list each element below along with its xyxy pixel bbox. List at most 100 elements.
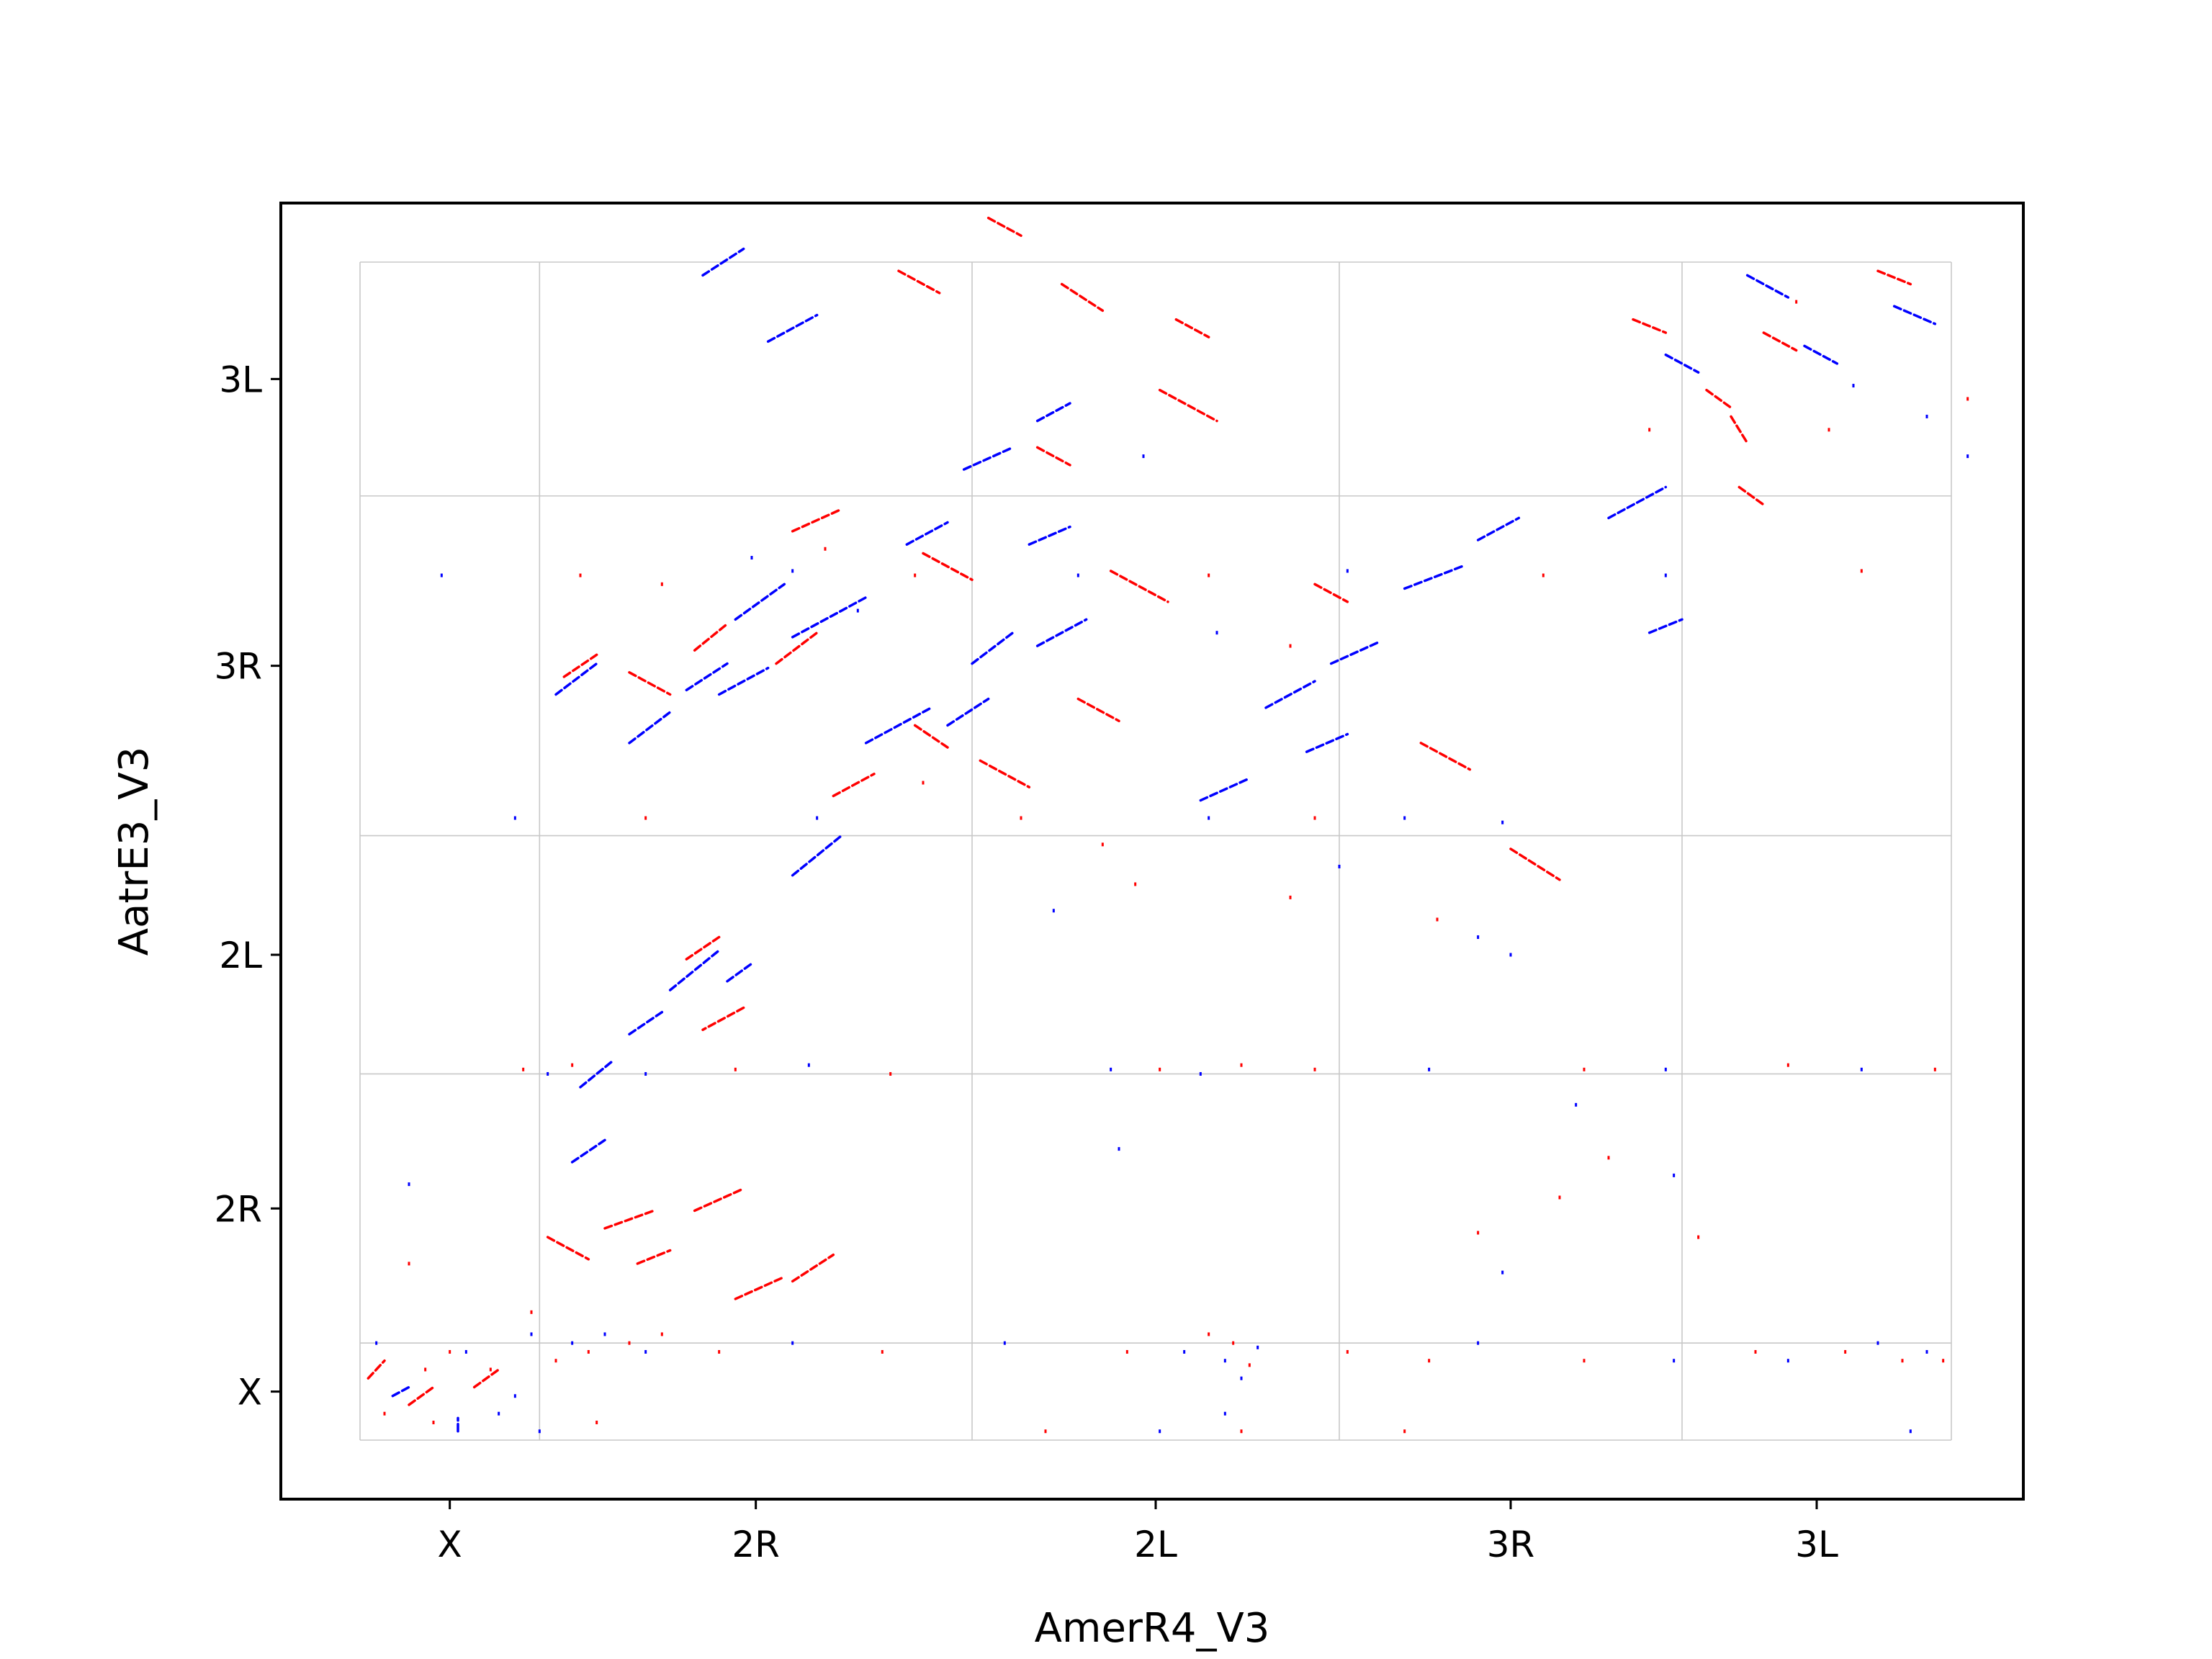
forward-alignment-segment [1035,402,1071,423]
reverse-alignment-point [1403,1429,1406,1434]
reverse-alignment-point [628,1341,631,1345]
forward-alignment-point [791,1341,794,1345]
reverse-alignment-segment [693,622,729,652]
forward-alignment-point [547,1071,549,1076]
reverse-alignment-point [1795,300,1798,304]
forward-alignment-point [1925,1349,1928,1354]
reverse-alignment-point [718,1349,721,1354]
reverse-alignment-point [914,573,917,577]
reverse-alignment-point [1101,842,1104,847]
reverse-alignment-segment [701,1006,745,1031]
forward-alignment-segment [864,706,933,745]
forward-alignment-point [1223,1359,1226,1363]
forward-alignment-point [1199,1071,1202,1076]
forward-alignment-point [440,573,443,577]
reverse-alignment-point [1346,1349,1349,1354]
reverse-alignment-point [1697,1235,1700,1239]
forward-alignment-segment [726,962,753,983]
forward-alignment-segment [1607,485,1668,520]
reverse-alignment-segment [408,1385,435,1406]
forward-alignment-point [1673,1359,1676,1363]
forward-alignment-segment [1264,680,1316,709]
reverse-alignment-point [1159,1067,1161,1071]
reverse-alignment-point [1942,1359,1945,1363]
y-tick-label: 3L [219,359,262,400]
reverse-alignment-point [1208,573,1210,577]
y-axis-title: AatrE3_V3 [111,747,158,956]
reverse-alignment-point [579,573,582,577]
reverse-alignment-point [383,1411,386,1416]
reverse-alignment-point [489,1367,492,1372]
forward-alignment-point [1223,1411,1226,1416]
reverse-alignment-point [1542,573,1545,577]
reverse-alignment-point [554,1359,557,1363]
y-axis-ticks: X 2R 2L 3R 3L [214,359,281,1413]
forward-alignment-point [1110,1067,1112,1071]
forward-alignment-point [1256,1345,1259,1349]
reverse-alignment-point [1313,1067,1316,1071]
forward-alignment-segment [668,949,721,992]
y-tick-label: X [238,1372,262,1413]
reverse-alignment-segment [791,1253,835,1283]
forward-alignment-point [1575,1102,1578,1107]
forward-alignment-segment [734,583,786,621]
reverse-alignment-point [1754,1349,1757,1354]
forward-alignment-segment [628,711,672,745]
reverse-alignment-segment [1313,583,1349,603]
forward-alignment-point [856,608,859,613]
forward-alignment-point [1477,935,1480,939]
reverse-alignment-point [408,1262,410,1266]
reverse-alignment-point [1860,569,1863,573]
reverse-alignment-segment [1174,318,1210,338]
forward-alignment-segment [628,1010,664,1036]
forward-alignment-segment [1329,640,1382,665]
reverse-alignment-point [644,816,647,820]
forward-alignment-point [1338,864,1341,868]
forward-alignment-point [1118,1147,1120,1151]
forward-alignment-point [750,556,753,560]
reverse-alignment-segment [1705,388,1732,409]
forward-alignment-point [1925,414,1928,418]
x-tick-label: 2L [1134,1524,1177,1565]
reverse-alignment-point [660,1332,663,1336]
forward-alignment-point [1786,1359,1789,1363]
forward-alignment-point [1240,1376,1243,1380]
reverse-alignment-point [660,582,663,586]
reverse-alignment-segment [986,216,1022,237]
y-tick-label: 2R [214,1188,262,1230]
reverse-alignment-point [1289,895,1292,899]
reverse-alignment-point [1240,1429,1243,1434]
forward-alignment-segment [946,697,990,727]
forward-alignment-point [530,1332,533,1336]
reverse-alignment-point [922,781,925,785]
forward-alignment-point [375,1341,378,1345]
forward-alignment-segment [766,313,819,343]
reverse-alignment-segment [685,935,721,961]
reverse-alignment-point [432,1420,435,1424]
reverse-alignment-segment [472,1368,500,1389]
reverse-alignment-point [1313,816,1316,820]
reverse-alignment-point [1240,1063,1243,1067]
reverse-alignment-point [1844,1349,1847,1354]
reverse-alignment-segment [693,1187,745,1213]
reverse-alignment-segment [1737,485,1766,506]
y-tick-label: 2L [219,935,262,976]
forward-alignment-point [1501,1270,1504,1274]
forward-alignment-point [1852,384,1855,388]
reverse-alignment-segment [775,631,819,665]
forward-alignment-point [1142,454,1145,459]
forward-alignment-segment [1745,274,1790,299]
reverse-alignment-point [1583,1067,1586,1071]
x-axis-title: AmerR4_V3 [1035,1605,1270,1652]
reverse-alignment-point [571,1063,574,1067]
forward-alignment-segment [1035,618,1088,647]
reverse-alignment-segment [628,671,672,696]
forward-alignment-point [644,1349,647,1354]
reverse-alignment-segment [1158,388,1218,423]
forward-alignment-point [1501,820,1504,824]
reverse-alignment-point [1583,1359,1586,1363]
forward-alignment-point [1664,1067,1667,1071]
reverse-alignment-segment [922,552,974,581]
forward-alignment-point [1509,953,1512,957]
